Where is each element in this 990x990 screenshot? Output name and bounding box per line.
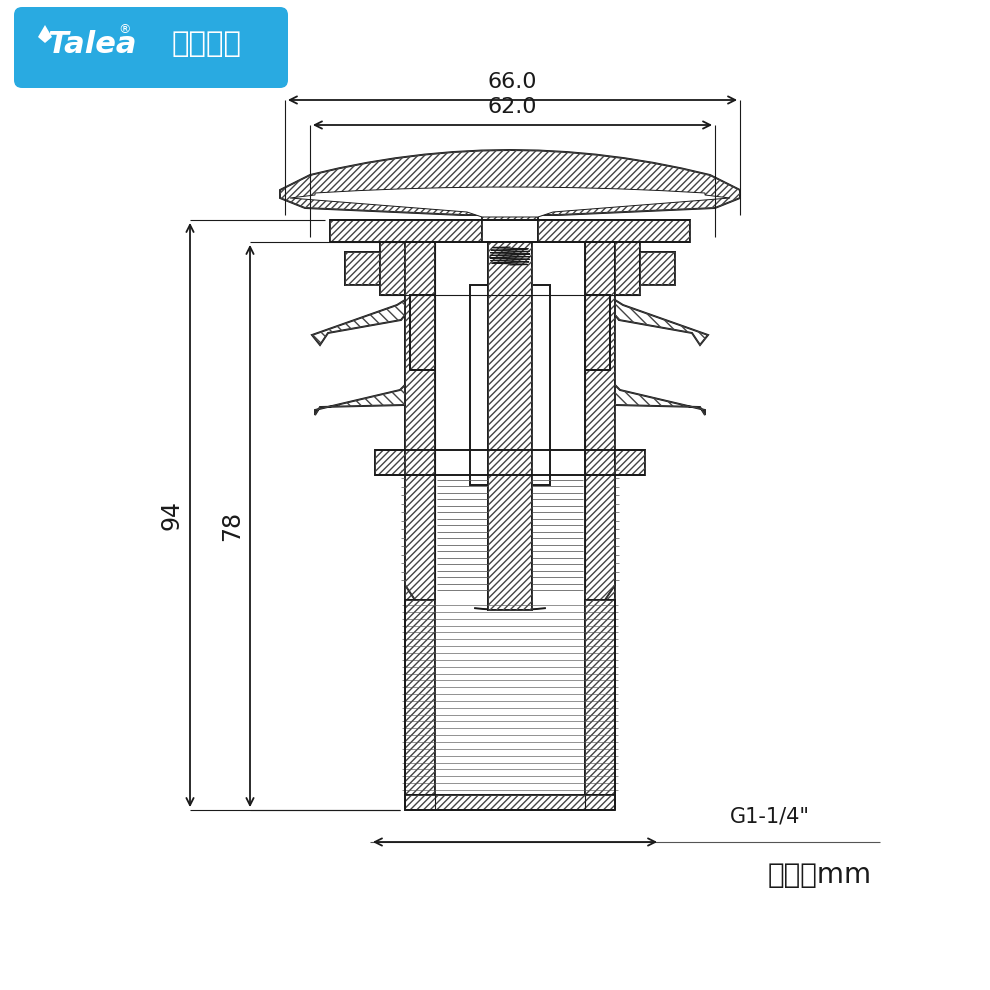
- Polygon shape: [585, 295, 610, 370]
- Polygon shape: [585, 242, 615, 600]
- Polygon shape: [470, 285, 550, 485]
- Polygon shape: [585, 465, 615, 605]
- Polygon shape: [585, 600, 615, 795]
- Polygon shape: [538, 220, 690, 242]
- Polygon shape: [405, 795, 615, 810]
- Text: ®: ®: [119, 23, 132, 36]
- Polygon shape: [380, 242, 405, 295]
- Polygon shape: [345, 252, 380, 285]
- Text: G1-1/4": G1-1/4": [730, 807, 810, 827]
- Polygon shape: [410, 295, 435, 370]
- Polygon shape: [315, 385, 405, 415]
- Text: 78: 78: [220, 511, 244, 542]
- Text: 62.0: 62.0: [488, 97, 538, 117]
- Polygon shape: [280, 150, 740, 220]
- Polygon shape: [488, 242, 532, 610]
- Polygon shape: [290, 187, 730, 217]
- Polygon shape: [615, 385, 705, 415]
- Polygon shape: [405, 242, 435, 600]
- Text: 66.0: 66.0: [488, 72, 538, 92]
- Polygon shape: [615, 300, 708, 345]
- Text: 天力下水: 天力下水: [172, 31, 242, 58]
- Polygon shape: [615, 242, 640, 295]
- Polygon shape: [38, 25, 52, 43]
- Polygon shape: [615, 450, 645, 475]
- Polygon shape: [405, 600, 435, 795]
- Polygon shape: [640, 252, 675, 285]
- FancyBboxPatch shape: [14, 7, 288, 88]
- Text: 单位：mm: 单位：mm: [768, 861, 872, 889]
- Polygon shape: [375, 450, 405, 475]
- Polygon shape: [405, 465, 435, 605]
- Text: Talea: Talea: [48, 30, 137, 58]
- Text: 94: 94: [160, 500, 184, 530]
- Polygon shape: [312, 300, 405, 345]
- Polygon shape: [330, 220, 482, 242]
